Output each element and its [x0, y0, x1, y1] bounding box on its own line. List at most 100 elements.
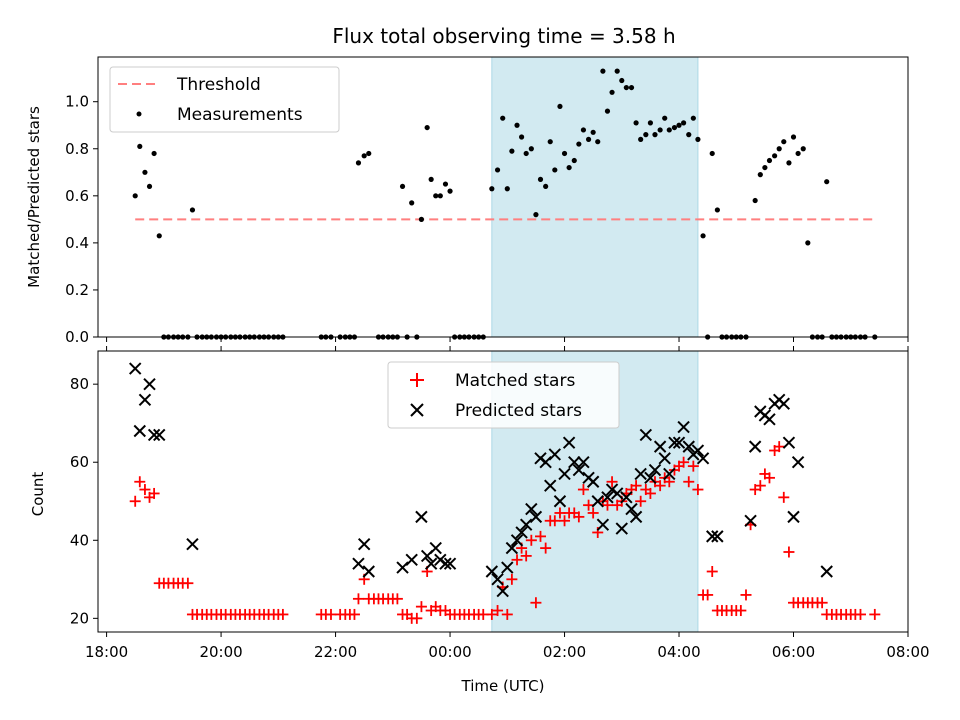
measurement-point — [557, 103, 563, 110]
predicted-point — [625, 502, 638, 516]
measurement-point — [519, 134, 525, 140]
measurement-point — [700, 233, 706, 239]
matched-point — [783, 546, 795, 558]
measurement-point — [590, 129, 596, 135]
measurement-point — [523, 150, 529, 157]
measurement-point — [566, 164, 572, 171]
bottom-y-tick-label: 80 — [70, 375, 89, 393]
measurement-point — [604, 108, 611, 114]
matched-point — [754, 480, 766, 492]
predicted-point — [691, 444, 705, 457]
predicted-point — [424, 557, 438, 570]
measurement-point — [686, 132, 692, 138]
predicted-point — [658, 452, 671, 465]
measurement-point — [752, 197, 758, 204]
measurement-point — [433, 193, 439, 199]
top-highlight-span — [491, 56, 699, 338]
measurement-point — [533, 212, 539, 218]
matched-point — [773, 441, 785, 453]
predicted-point — [568, 456, 581, 469]
measurement-point — [576, 141, 582, 147]
measurement-point — [437, 193, 443, 199]
matched-points — [129, 441, 881, 624]
bottom-x-axis: 18:00 20:00 22:00 00:00 02:00 04:00 06:00 08:00 — [85, 632, 930, 661]
predicted-point — [787, 510, 800, 524]
matched-point — [134, 476, 146, 488]
matched-point — [525, 534, 537, 546]
measurement-point — [156, 233, 162, 239]
matched-point — [583, 499, 595, 511]
matched-point — [687, 460, 699, 472]
measurement-point — [552, 167, 558, 173]
bottom-y-tick-label: 60 — [70, 453, 89, 471]
measurement-point — [442, 181, 449, 187]
measurement-point — [652, 132, 658, 138]
predicted-point — [653, 440, 667, 453]
predicted-point — [362, 565, 375, 578]
top-y-tick-label: 0.6 — [65, 187, 89, 205]
matched-point — [854, 608, 866, 620]
matched-point — [411, 612, 423, 624]
measurement-point — [142, 169, 148, 175]
measurement-point — [399, 183, 406, 190]
predicted-point — [663, 467, 676, 481]
matched-point — [129, 495, 141, 507]
matched-point — [530, 597, 542, 609]
predicted-point — [610, 487, 624, 500]
predicted-point — [186, 537, 199, 551]
predicted-point — [510, 534, 524, 547]
measurement-point — [762, 164, 768, 171]
measurement-point — [595, 139, 601, 145]
predicted-point — [615, 522, 628, 535]
bottom-legend: Matched stars Predicted stars — [387, 361, 620, 429]
measurement-point — [146, 183, 153, 190]
matched-point — [706, 566, 718, 578]
measurement-point — [547, 139, 553, 145]
predicted-point — [596, 518, 610, 531]
bottom-y-tick-label: 40 — [70, 531, 89, 549]
measurement-point — [695, 136, 701, 142]
matched-point — [740, 589, 752, 601]
measurement-point — [361, 153, 367, 159]
matched-point — [763, 472, 775, 484]
matched-point — [654, 480, 666, 492]
measurement-point — [509, 148, 515, 154]
measurement-point — [494, 167, 501, 173]
legend-matched-swatch — [410, 373, 424, 387]
bottom-panel: 20 40 60 80 18:00 20:00 22:00 00:00 02:00 04:00 0… — [29, 350, 930, 695]
matched-point — [573, 511, 585, 523]
x-tick-label: 00:00 — [428, 643, 471, 661]
predicted-point — [782, 436, 796, 449]
predicted-point — [491, 573, 504, 586]
matched-point — [486, 608, 498, 620]
matched-point — [606, 476, 618, 488]
measurement-point — [447, 188, 453, 194]
top-y-tick-label: 0.4 — [65, 234, 89, 252]
predicted-point — [485, 565, 499, 578]
predicted-point — [668, 436, 681, 449]
predicted-point — [129, 362, 142, 375]
predicted-point — [529, 510, 543, 524]
measurement-point — [795, 150, 801, 157]
measurement-point — [657, 127, 663, 133]
predicted-point — [629, 510, 643, 524]
matched-point — [277, 608, 289, 620]
measurement-point — [790, 134, 797, 140]
measurement-point — [757, 172, 763, 178]
top-panel-frame — [97, 56, 909, 338]
predicted-point — [515, 526, 528, 539]
matched-point — [348, 608, 360, 620]
predicted-point — [553, 495, 567, 508]
predicted-point — [620, 491, 633, 504]
top-legend: Threshold Measurements — [109, 66, 340, 133]
predicted-point — [496, 584, 509, 598]
matched-point — [702, 589, 714, 601]
measurement-point — [580, 127, 587, 133]
measurement-point — [489, 186, 495, 192]
predicted-point — [748, 440, 762, 453]
matched-point — [506, 573, 518, 585]
measurement-point — [561, 150, 568, 157]
predicted-point — [558, 467, 571, 481]
matched-point — [549, 515, 561, 527]
measurement-point — [189, 207, 196, 213]
